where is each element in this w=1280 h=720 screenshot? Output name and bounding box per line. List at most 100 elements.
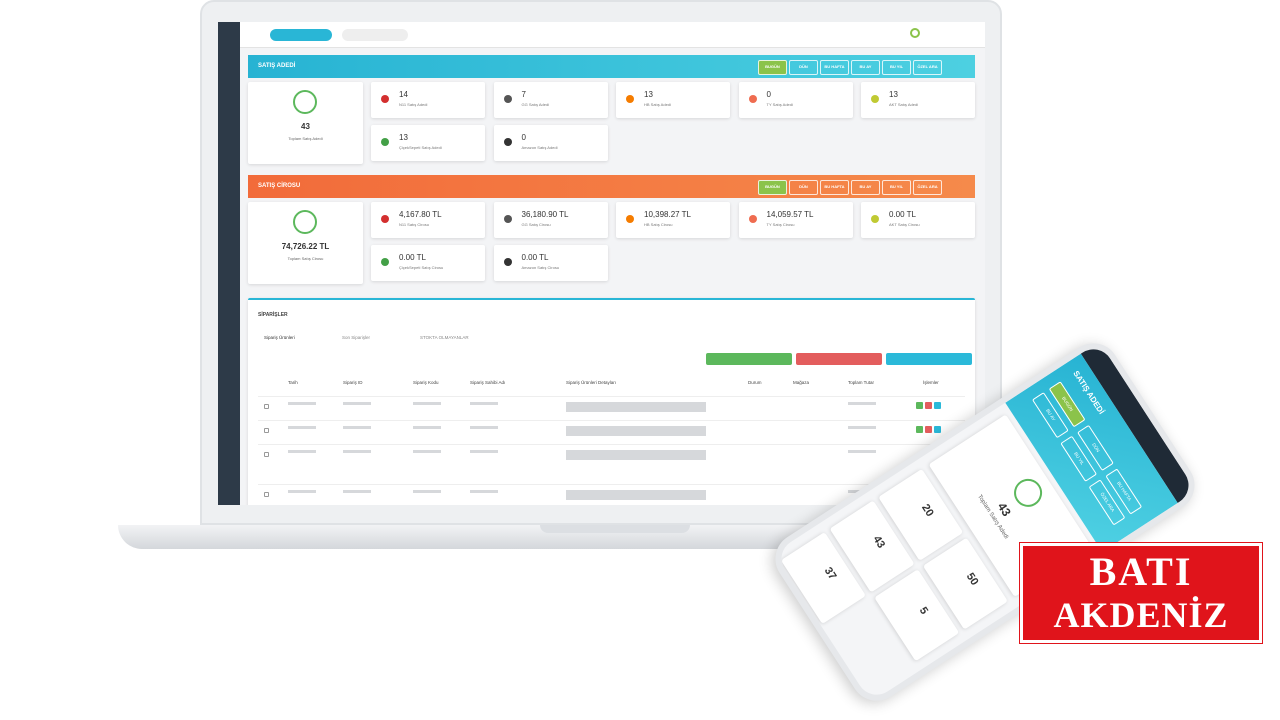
action-button[interactable] (706, 353, 792, 365)
cell-placeholder (413, 402, 441, 405)
range-button[interactable]: BUGÜN (758, 60, 787, 75)
cell-placeholder (470, 426, 498, 429)
tile-icon (503, 215, 512, 223)
tile-value: 4,167.80 TL (399, 210, 442, 219)
row-checkbox[interactable] (264, 404, 269, 409)
user-avatar[interactable] (910, 28, 920, 38)
tile-label: AKT Satış Adedi (889, 102, 919, 107)
cell-placeholder (848, 450, 876, 453)
cell-placeholder (470, 490, 498, 493)
action-button[interactable] (886, 353, 972, 365)
tile-label: GG Satış Adedi (521, 102, 550, 107)
total-card: 74,726.22 TL Toplam Satış Cirosu (248, 202, 363, 284)
cell-placeholder (343, 450, 371, 453)
range-button[interactable]: BU AY (851, 60, 880, 75)
cell-placeholder (413, 450, 441, 453)
tile-icon (381, 138, 389, 146)
range-button[interactable]: BU AY (851, 180, 880, 195)
column-header: Sipariş Kodu (413, 380, 439, 385)
total-icon (293, 90, 317, 114)
cell-placeholder (343, 426, 371, 429)
range-button[interactable]: DÜN (789, 180, 818, 195)
stat-tile: 13 AKT Satış Adedi (861, 82, 975, 118)
range-button[interactable]: BU HAFTA (820, 180, 849, 195)
orders-tab[interactable]: STOKTA OLMAYANLAR (420, 335, 469, 340)
column-header: Sipariş ID (343, 380, 363, 385)
cell-placeholder (566, 490, 706, 500)
tile-label: TY Satış Adedi (766, 102, 793, 107)
range-button[interactable]: BUGÜN (758, 180, 787, 195)
store-select[interactable] (342, 29, 408, 41)
cell-placeholder (470, 450, 498, 453)
total-label: Toplam Satış Adedi (288, 136, 323, 141)
tile-value: 10,398.27 TL (644, 210, 692, 219)
range-button[interactable]: ÖZEL ARA (913, 60, 942, 75)
tile-value: 0.00 TL (889, 210, 916, 219)
row-action[interactable] (925, 426, 932, 433)
tile-icon (503, 95, 512, 103)
stat-tile: 14,059.57 TL TY Satış Cirosu (738, 202, 853, 238)
section-header: SATIŞ CİROSU BUGÜN DÜN BU HAFTA BU AY BU YIL Ö… (248, 175, 975, 198)
total-value: 74,726.22 TL (281, 242, 330, 251)
sidebar (218, 22, 240, 505)
total-card: 43 Toplam Satış Adedi (248, 82, 363, 164)
tile-icon (381, 95, 389, 103)
row-action[interactable] (934, 426, 941, 433)
range-button[interactable]: ÖZEL ARA (913, 180, 942, 195)
row-action[interactable] (916, 426, 923, 433)
tile-value: 36,180.90 TL (521, 210, 569, 219)
total-label: Toplam Satış Cirosu (287, 256, 324, 261)
orders-title: SİPARİŞLER (258, 312, 288, 318)
row-divider (258, 396, 965, 397)
column-header: Tarih (288, 380, 298, 385)
orders-tab[interactable]: Son Siparişler (342, 335, 371, 340)
laptop-notch (540, 525, 690, 533)
row-checkbox[interactable] (264, 428, 269, 433)
range-button[interactable]: BU HAFTA (820, 60, 849, 75)
tile-label: GG Satış Cirosu (521, 222, 551, 227)
row-divider (258, 420, 965, 421)
stat-tile: 14 N11 Satış Adedi (371, 82, 485, 118)
cell-placeholder (343, 402, 371, 405)
stat-tile: 10,398.27 TL HB Satış Cirosu (616, 202, 730, 238)
row-checkbox[interactable] (264, 492, 269, 497)
cell-placeholder (566, 402, 706, 412)
tile-icon (748, 95, 757, 103)
cell-placeholder (288, 426, 316, 429)
cell-placeholder (470, 402, 498, 405)
column-header: Sipariş Sahibi Adı (470, 380, 506, 385)
stat-tile: 0 TY Satış Adedi (738, 82, 853, 118)
stat-tile: 13 HB Satış Adedi (616, 82, 730, 118)
tile-icon (626, 95, 634, 103)
tile-value: 7 (521, 90, 526, 99)
tile-value: 0 (766, 90, 771, 99)
tile-value: 14,059.57 TL (766, 210, 814, 219)
tile-label: ÇiçekSepeti Satış Cirosu (399, 265, 444, 270)
tile-value: 13 (399, 133, 408, 142)
row-checkbox[interactable] (264, 452, 269, 457)
filter-button[interactable] (270, 29, 332, 41)
row-action[interactable] (916, 402, 923, 409)
row-divider (258, 444, 965, 445)
tile-icon (503, 258, 512, 266)
section-header: SATIŞ ADEDİ BUGÜN DÜN BU HAFTA BU AY BU YIL ÖZ… (248, 55, 975, 78)
range-button[interactable]: BU YIL (882, 60, 911, 75)
tile-icon (381, 215, 389, 223)
range-button[interactable]: BU YIL (882, 180, 911, 195)
row-action[interactable] (934, 402, 941, 409)
action-button[interactable] (796, 353, 882, 365)
column-header: Sipariş Ürünleri Detayları (566, 380, 617, 385)
tile-icon (748, 215, 757, 223)
cart-icon (1008, 473, 1048, 513)
row-action[interactable] (925, 402, 932, 409)
tile-value: 0.00 TL (521, 253, 549, 262)
orders-tab[interactable]: Sipariş Ürünleri (264, 335, 295, 340)
stat-tile: 0.00 TL AKT Satış Cirosu (861, 202, 975, 238)
tile-icon (871, 215, 879, 223)
range-button[interactable]: DÜN (789, 60, 818, 75)
cell-placeholder (413, 426, 441, 429)
column-header: İşlemler (923, 380, 939, 385)
column-header: Toplam Tutar (848, 380, 875, 385)
cell-placeholder (848, 426, 876, 429)
